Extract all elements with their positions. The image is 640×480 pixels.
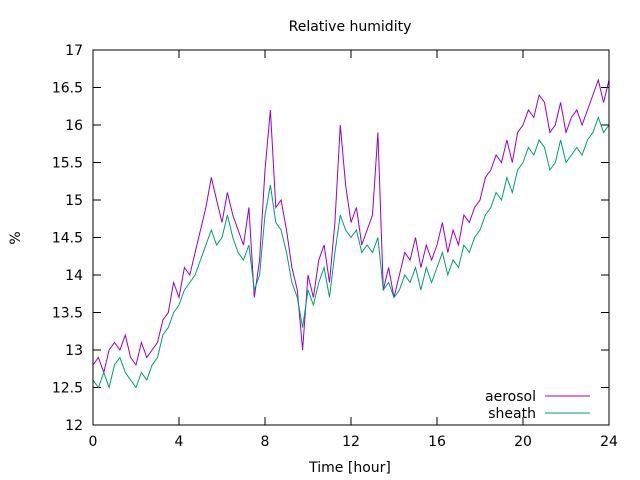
- y-tick-label: 17: [65, 43, 83, 59]
- x-tick-label: 8: [261, 434, 270, 450]
- legend-label-aerosol: aerosol: [485, 389, 536, 405]
- y-tick-label: 15.5: [52, 156, 83, 172]
- legend-label-sheath: sheath: [488, 406, 536, 422]
- x-tick-label: 4: [175, 434, 184, 450]
- y-tick-label: 15: [65, 193, 83, 209]
- x-axis-label: Time [hour]: [308, 460, 391, 476]
- y-tick-label: 16: [65, 118, 83, 134]
- x-tick-label: 12: [342, 434, 360, 450]
- y-tick-label: 12: [65, 418, 83, 434]
- plot-lines: [92, 78, 610, 390]
- series-line-sheath: [92, 116, 610, 390]
- x-tick-label: 16: [428, 434, 446, 450]
- y-tick-label: 16.5: [52, 81, 83, 97]
- chart-title: Relative humidity: [289, 19, 412, 35]
- y-tick-label: 14.5: [52, 231, 83, 247]
- x-tick-label: 20: [514, 434, 532, 450]
- y-tick-label: 13: [65, 343, 83, 359]
- plot-frame: [92, 49, 610, 426]
- y-tick-label: 13.5: [52, 306, 83, 322]
- y-tick-label: 14: [65, 268, 83, 284]
- x-tick-label: 0: [89, 434, 98, 450]
- x-tick-label: 24: [600, 434, 618, 450]
- y-tick-label: 12.5: [52, 381, 83, 397]
- axis-ticks: 12 12.5 13 13.5 14 14.5 15 15.5 16 16.5 17 0 4 8 12 16 2…: [52, 43, 618, 450]
- y-axis-label: %: [8, 231, 24, 244]
- series-line-aerosol: [92, 78, 610, 375]
